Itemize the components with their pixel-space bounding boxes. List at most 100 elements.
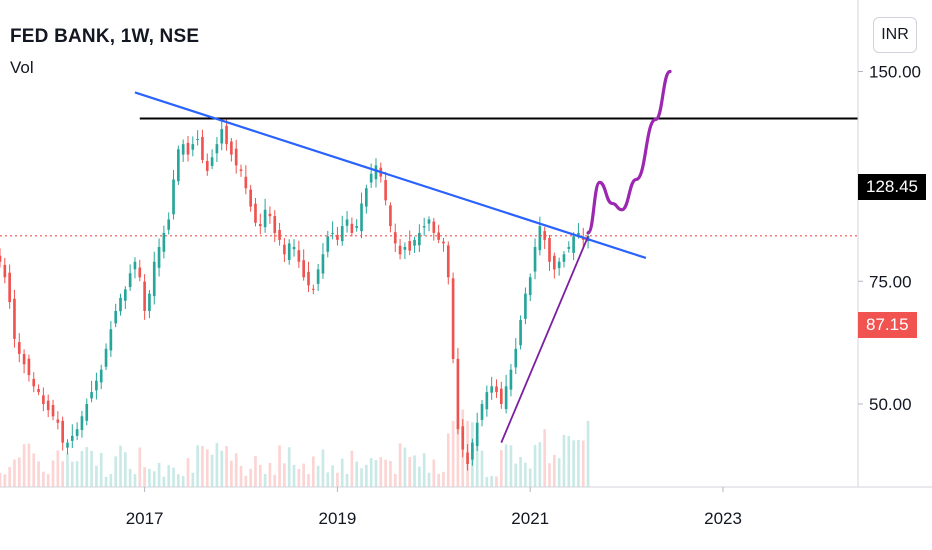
candle-body	[485, 392, 489, 410]
candle-body	[427, 219, 431, 224]
candle-body	[446, 245, 450, 278]
volume-indicator-label[interactable]: Vol	[10, 58, 34, 77]
volume-bar	[181, 475, 185, 487]
volume-bar	[524, 462, 527, 487]
candle-body	[509, 369, 513, 390]
candle-body	[326, 236, 330, 252]
volume-bar	[369, 458, 373, 487]
volume-bar	[577, 440, 580, 487]
volume-bar	[365, 464, 368, 487]
candle-body	[287, 243, 291, 260]
candle-body	[365, 188, 368, 207]
volume-bar	[311, 456, 315, 487]
volume-bar	[533, 444, 537, 487]
volume-bar	[114, 456, 118, 487]
volume-bars	[0, 409, 590, 487]
candle-body	[99, 369, 103, 383]
volume-bar	[437, 473, 440, 487]
volume-bar	[258, 464, 262, 487]
volume-bar	[172, 467, 175, 487]
volume-bar	[495, 476, 498, 487]
volume-bar	[32, 453, 36, 487]
volume-bar	[80, 450, 84, 487]
projection-path[interactable]	[586, 69, 672, 235]
volume-bar	[292, 464, 296, 487]
volume-bar	[480, 450, 484, 487]
volume-bar	[442, 471, 445, 487]
candle-body	[418, 232, 421, 246]
candle-body	[8, 272, 11, 303]
candle-body	[557, 261, 561, 269]
volume-bar	[418, 466, 421, 487]
candle-body	[514, 348, 518, 368]
volume-bar	[422, 453, 426, 487]
candle-body	[254, 203, 257, 223]
volume-bar	[124, 452, 127, 487]
volume-bar	[360, 468, 363, 487]
candle-body	[143, 281, 146, 311]
volume-bar	[22, 444, 26, 487]
volume-bar	[119, 445, 122, 487]
candle-body	[456, 358, 460, 430]
volume-bar	[567, 436, 571, 487]
volume-bar	[297, 468, 301, 487]
volume-bar	[389, 460, 392, 487]
candle-body	[205, 160, 209, 171]
candle-body	[572, 236, 575, 253]
volume-bar	[143, 467, 146, 487]
drawings[interactable]	[0, 69, 858, 443]
volume-bar	[519, 456, 522, 487]
candle-body	[495, 386, 498, 393]
candle-body	[157, 246, 161, 268]
candle-body	[490, 386, 493, 393]
candle-body	[471, 442, 474, 460]
volume-bar	[191, 472, 195, 487]
candle-body	[56, 419, 60, 423]
volume-bar	[201, 445, 204, 487]
volume-bar	[128, 468, 132, 487]
candle-body	[181, 144, 185, 155]
candle-body	[480, 403, 484, 420]
candle-body	[61, 420, 64, 443]
volume-bar	[37, 461, 40, 487]
volume-bar	[456, 424, 460, 487]
volume-bar	[225, 446, 228, 487]
candle-body	[331, 232, 334, 234]
candle-body	[577, 232, 580, 236]
x-tick-label: 2019	[319, 509, 357, 528]
volume-bar	[485, 476, 489, 487]
volume-bar	[273, 474, 277, 487]
candle-body	[437, 232, 440, 240]
candle-body	[340, 226, 344, 242]
candle-body	[499, 388, 503, 404]
volume-bar	[427, 472, 431, 487]
candle-body	[234, 148, 238, 166]
volume-bar	[543, 429, 547, 487]
candle-body	[553, 255, 556, 270]
candle-body	[249, 189, 252, 207]
volume-bar	[514, 463, 518, 487]
volume-bar	[133, 474, 137, 487]
candle-body	[85, 403, 89, 421]
candle-body	[225, 125, 228, 145]
volume-bar	[104, 476, 108, 487]
candle-body	[133, 261, 137, 270]
candle-body	[389, 205, 392, 227]
candle-body	[162, 232, 166, 252]
volume-bar	[46, 474, 50, 487]
candle-body	[562, 254, 566, 262]
volume-bar	[283, 463, 286, 487]
candle-body	[504, 386, 508, 410]
candle-body	[46, 400, 50, 411]
candle-body	[244, 176, 248, 189]
descending-trendline[interactable]	[134, 91, 647, 260]
candle-body	[360, 203, 363, 232]
volume-bar	[355, 461, 359, 487]
ascending-support-line[interactable]	[500, 236, 589, 443]
volume-bar	[384, 459, 387, 487]
volume-bar	[3, 474, 7, 487]
volume-bar	[186, 458, 190, 487]
candle-body	[283, 244, 286, 255]
currency-badge[interactable]: INR	[873, 17, 917, 53]
